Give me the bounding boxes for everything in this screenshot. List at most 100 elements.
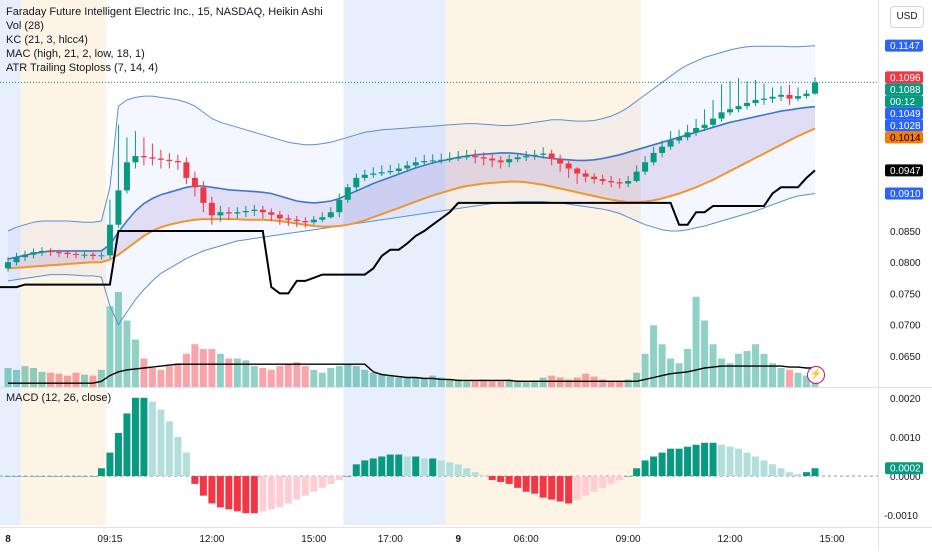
price-badge-label: 0.1147 [890,41,920,52]
volume-bar [80,374,88,387]
macd-hist-bar [692,444,700,477]
volume-bar [531,380,539,387]
price-tick-label: 0.0800 [890,258,921,269]
macd-hist-bar [624,476,632,477]
volume-bar [361,369,369,387]
candle-body [395,168,402,172]
price-badge [885,71,923,84]
indicator-mac[interactable]: MAC (high, 21, 2, low, 18, 1) [6,48,145,60]
volume-bar [454,379,462,387]
volume-bar [21,366,29,387]
volume-bar [658,344,666,387]
macd-hist-bar [157,409,165,477]
candle-body [166,159,173,162]
candle-body [412,162,419,166]
indicator-volume[interactable]: Vol (28) [6,20,44,32]
price-badge-label: 0.0947 [890,166,921,177]
macd-hist-bar [97,468,105,477]
candle-body [574,168,581,174]
candle-body [599,179,606,182]
macd-hist-bar [89,476,97,477]
volume-ma-line [8,363,815,384]
macd-hist-bar [667,448,675,477]
kc-lower-line [7,193,816,326]
volume-bar [701,320,709,387]
candle-body [727,109,734,113]
macd-hist-bar [701,442,709,477]
volume-bar [344,364,352,387]
candle-body [208,202,215,216]
macd-legend[interactable]: MACD (12, 26, close) [6,392,112,404]
candle-body [106,224,113,256]
volume-bar [777,368,785,387]
macd-hist-bar [225,476,233,510]
candle-body [225,212,232,214]
macd-hist-bar [471,472,479,477]
macd-hist-bar [386,454,394,477]
volume-bar [114,292,122,387]
price-badge-label: 00:12 [890,97,915,108]
macd-tick-label: 0.0000 [890,472,921,483]
candle-body [455,157,462,159]
lightning-icon[interactable]: ⚡ [807,366,825,384]
macd-hist-bar [616,476,624,480]
volume-bar [582,373,590,387]
volume-bar [420,377,428,387]
volume-bar [38,371,46,387]
candle-body [115,190,122,225]
volume-bar [140,358,148,387]
candle-body [616,182,623,184]
candle-body [191,177,198,188]
candle-body [293,219,300,221]
volume-bar [4,368,12,387]
indicator-atr-stoploss[interactable]: ATR Trailing Stoploss (7, 14, 4) [6,62,159,74]
time-tick-label: 15:00 [819,534,844,545]
volume-bar [488,380,496,387]
volume-bar [208,349,216,387]
macd-hist-bar [63,476,71,477]
macd-hist-bar [301,476,309,496]
macd-hist-bar [548,476,556,500]
candle-body [5,262,11,269]
macd-hist-bar [29,476,37,477]
indicator-kc[interactable]: KC (21, 3, hlcc4) [6,34,88,46]
candle-body [217,212,224,216]
volume-bar [446,379,454,387]
candle-body [463,156,470,158]
volume-bar [63,375,71,387]
macd-hist-bar [123,413,131,477]
volume-bar [174,363,182,387]
volume-bar [480,379,488,387]
candle-body [769,96,776,99]
volume-bar [267,369,275,387]
macd-hist-bar [412,456,420,477]
candle-body [438,159,445,161]
macd-hist-bar [505,476,513,484]
time-tick-label: 12:00 [718,534,743,545]
macd-hist-bar [709,442,717,477]
macd-hist-bar [760,460,768,477]
volume-bar [335,366,343,387]
macd-hist-bar [488,476,496,480]
currency-button[interactable]: USD [890,6,924,28]
volume-bar [573,377,581,387]
macd-hist-bar [80,476,88,477]
candle-body [778,94,785,97]
macd-hist-bar [641,460,649,477]
candle-body [344,187,351,200]
candle-body [55,252,62,254]
price-badge-label: 0.0910 [890,189,921,200]
price-badge [885,83,923,96]
macd-hist-bar [803,472,811,477]
kc-upper-line [7,45,816,232]
volume-bar [12,369,20,387]
macd-hist-bar [684,446,692,477]
candle-body [582,173,589,177]
macd-hist-bar [599,476,607,488]
candle-body [387,171,394,173]
macd-hist-bar [208,476,216,504]
price-tick-label: 0.0850 [890,227,921,238]
price-badge-label: 0.1014 [890,133,921,144]
